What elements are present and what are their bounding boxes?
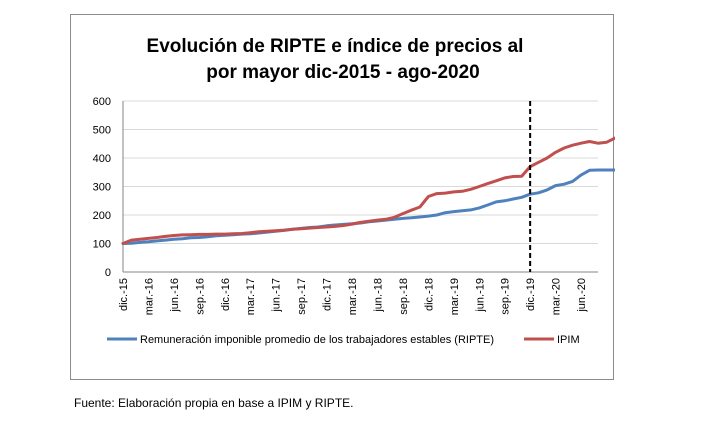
- x-tick-label: jun.-16: [169, 278, 181, 313]
- x-tick-label: sep.-17: [296, 278, 308, 315]
- x-tick-label: dic.-15: [118, 278, 130, 311]
- y-tick-label: 500: [93, 125, 111, 137]
- x-tick-label: jun.-18: [372, 278, 384, 313]
- chart-title-line-1: Evolución de RIPTE e índice de precios a…: [147, 36, 524, 57]
- legend-label-ipim: IPIM: [557, 334, 580, 346]
- legend: Remuneración imponible promedio de los t…: [107, 334, 580, 346]
- y-axis-ticks: 0 100 200 300 400 500 600: [93, 96, 111, 279]
- x-tick-label: mar.-18: [347, 278, 359, 315]
- series-line-ipim: [121, 136, 615, 245]
- y-tick-label: 600: [93, 96, 111, 108]
- x-axis-ticks: dic.-15 mar.-16 jun.-16 sep.-16 dic.-16 mar.-…: [118, 278, 588, 315]
- x-tick-label: sep.-18: [398, 278, 410, 315]
- x-tick-label: dic.-18: [423, 278, 435, 311]
- y-tick-label: 0: [105, 267, 111, 279]
- x-tick-label: jun.-17: [271, 278, 283, 313]
- series-line-ripte: [121, 168, 615, 245]
- legend-label-ripte: Remuneración imponible promedio de los t…: [140, 334, 494, 346]
- x-tick-label: mar.-20: [551, 278, 563, 315]
- x-tick-label: mar.-17: [245, 278, 257, 315]
- y-tick-label: 300: [93, 182, 111, 194]
- x-tick-label: jun.-20: [576, 278, 588, 313]
- x-tick-label: sep.-16: [194, 278, 206, 315]
- line-chart: Evolución de RIPTE e índice de precios a…: [93, 36, 615, 346]
- chart-area: Evolución de RIPTE e índice de precios a…: [70, 14, 615, 380]
- x-tick-label: sep.-19: [500, 278, 512, 315]
- y-tick-label: 400: [93, 153, 111, 165]
- y-tick-label: 100: [93, 239, 111, 251]
- y-tick-label: 200: [93, 210, 111, 222]
- grid-lines: [122, 100, 598, 273]
- x-tick-label: dic.-19: [525, 278, 537, 311]
- x-tick-label: dic.-17: [322, 278, 334, 311]
- x-tick-label: mar.-19: [449, 278, 461, 315]
- source-note: Fuente: Elaboración propia en base a IPI…: [74, 396, 354, 410]
- series-lines: [121, 136, 615, 245]
- chart-title-line-2: por mayor dic-2015 - ago-2020: [206, 62, 480, 83]
- x-tick-label: jun.-19: [474, 278, 486, 313]
- x-tick-label: dic.-16: [220, 278, 232, 311]
- x-tick-label: mar.-16: [143, 278, 155, 315]
